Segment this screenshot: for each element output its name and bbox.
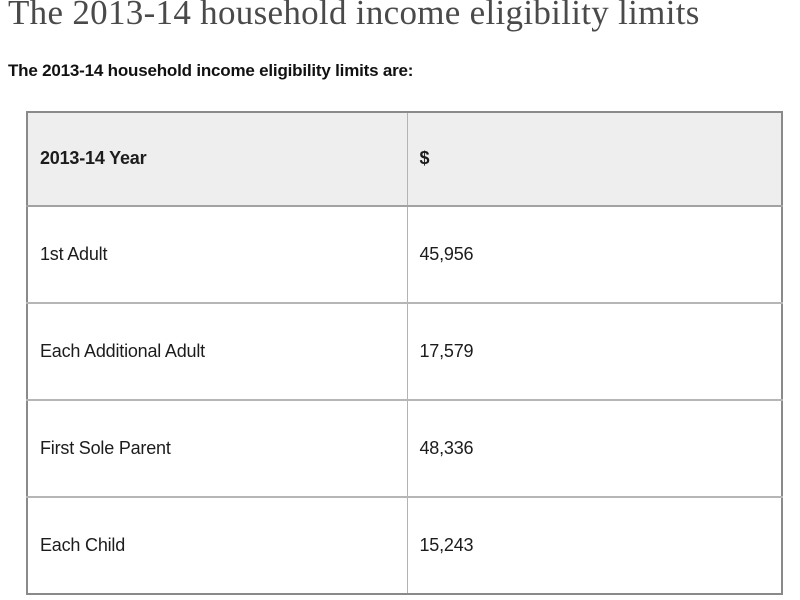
row-label: Each Additional Adult — [26, 301, 408, 400]
column-header-year: 2013-14 Year — [26, 111, 408, 207]
column-header-amount: $ — [406, 111, 783, 207]
intro-text: The 2013-14 household income eligibility… — [8, 60, 414, 80]
page-title: The 2013-14 household income eligibility… — [8, 0, 700, 32]
table-header-row: 2013-14 Year $ — [26, 111, 783, 207]
table-row: Each Child 15,243 — [26, 495, 783, 594]
table-row: First Sole Parent 48,336 — [26, 398, 783, 497]
row-value: 15,243 — [406, 495, 783, 594]
row-label: Each Child — [26, 495, 408, 594]
eligibility-table: 2013-14 Year $ 1st Adult 45,956 Each Add… — [26, 110, 783, 595]
table-body: 1st Adult 45,956 Each Additional Adult 1… — [26, 204, 783, 594]
row-label: 1st Adult — [26, 204, 408, 303]
row-value: 45,956 — [406, 204, 783, 303]
row-value: 48,336 — [406, 398, 783, 497]
table-row: Each Additional Adult 17,579 — [26, 301, 783, 400]
row-value: 17,579 — [406, 301, 783, 400]
row-label: First Sole Parent — [26, 398, 408, 497]
table-header: 2013-14 Year $ — [26, 111, 783, 207]
table-row: 1st Adult 45,956 — [26, 204, 783, 303]
